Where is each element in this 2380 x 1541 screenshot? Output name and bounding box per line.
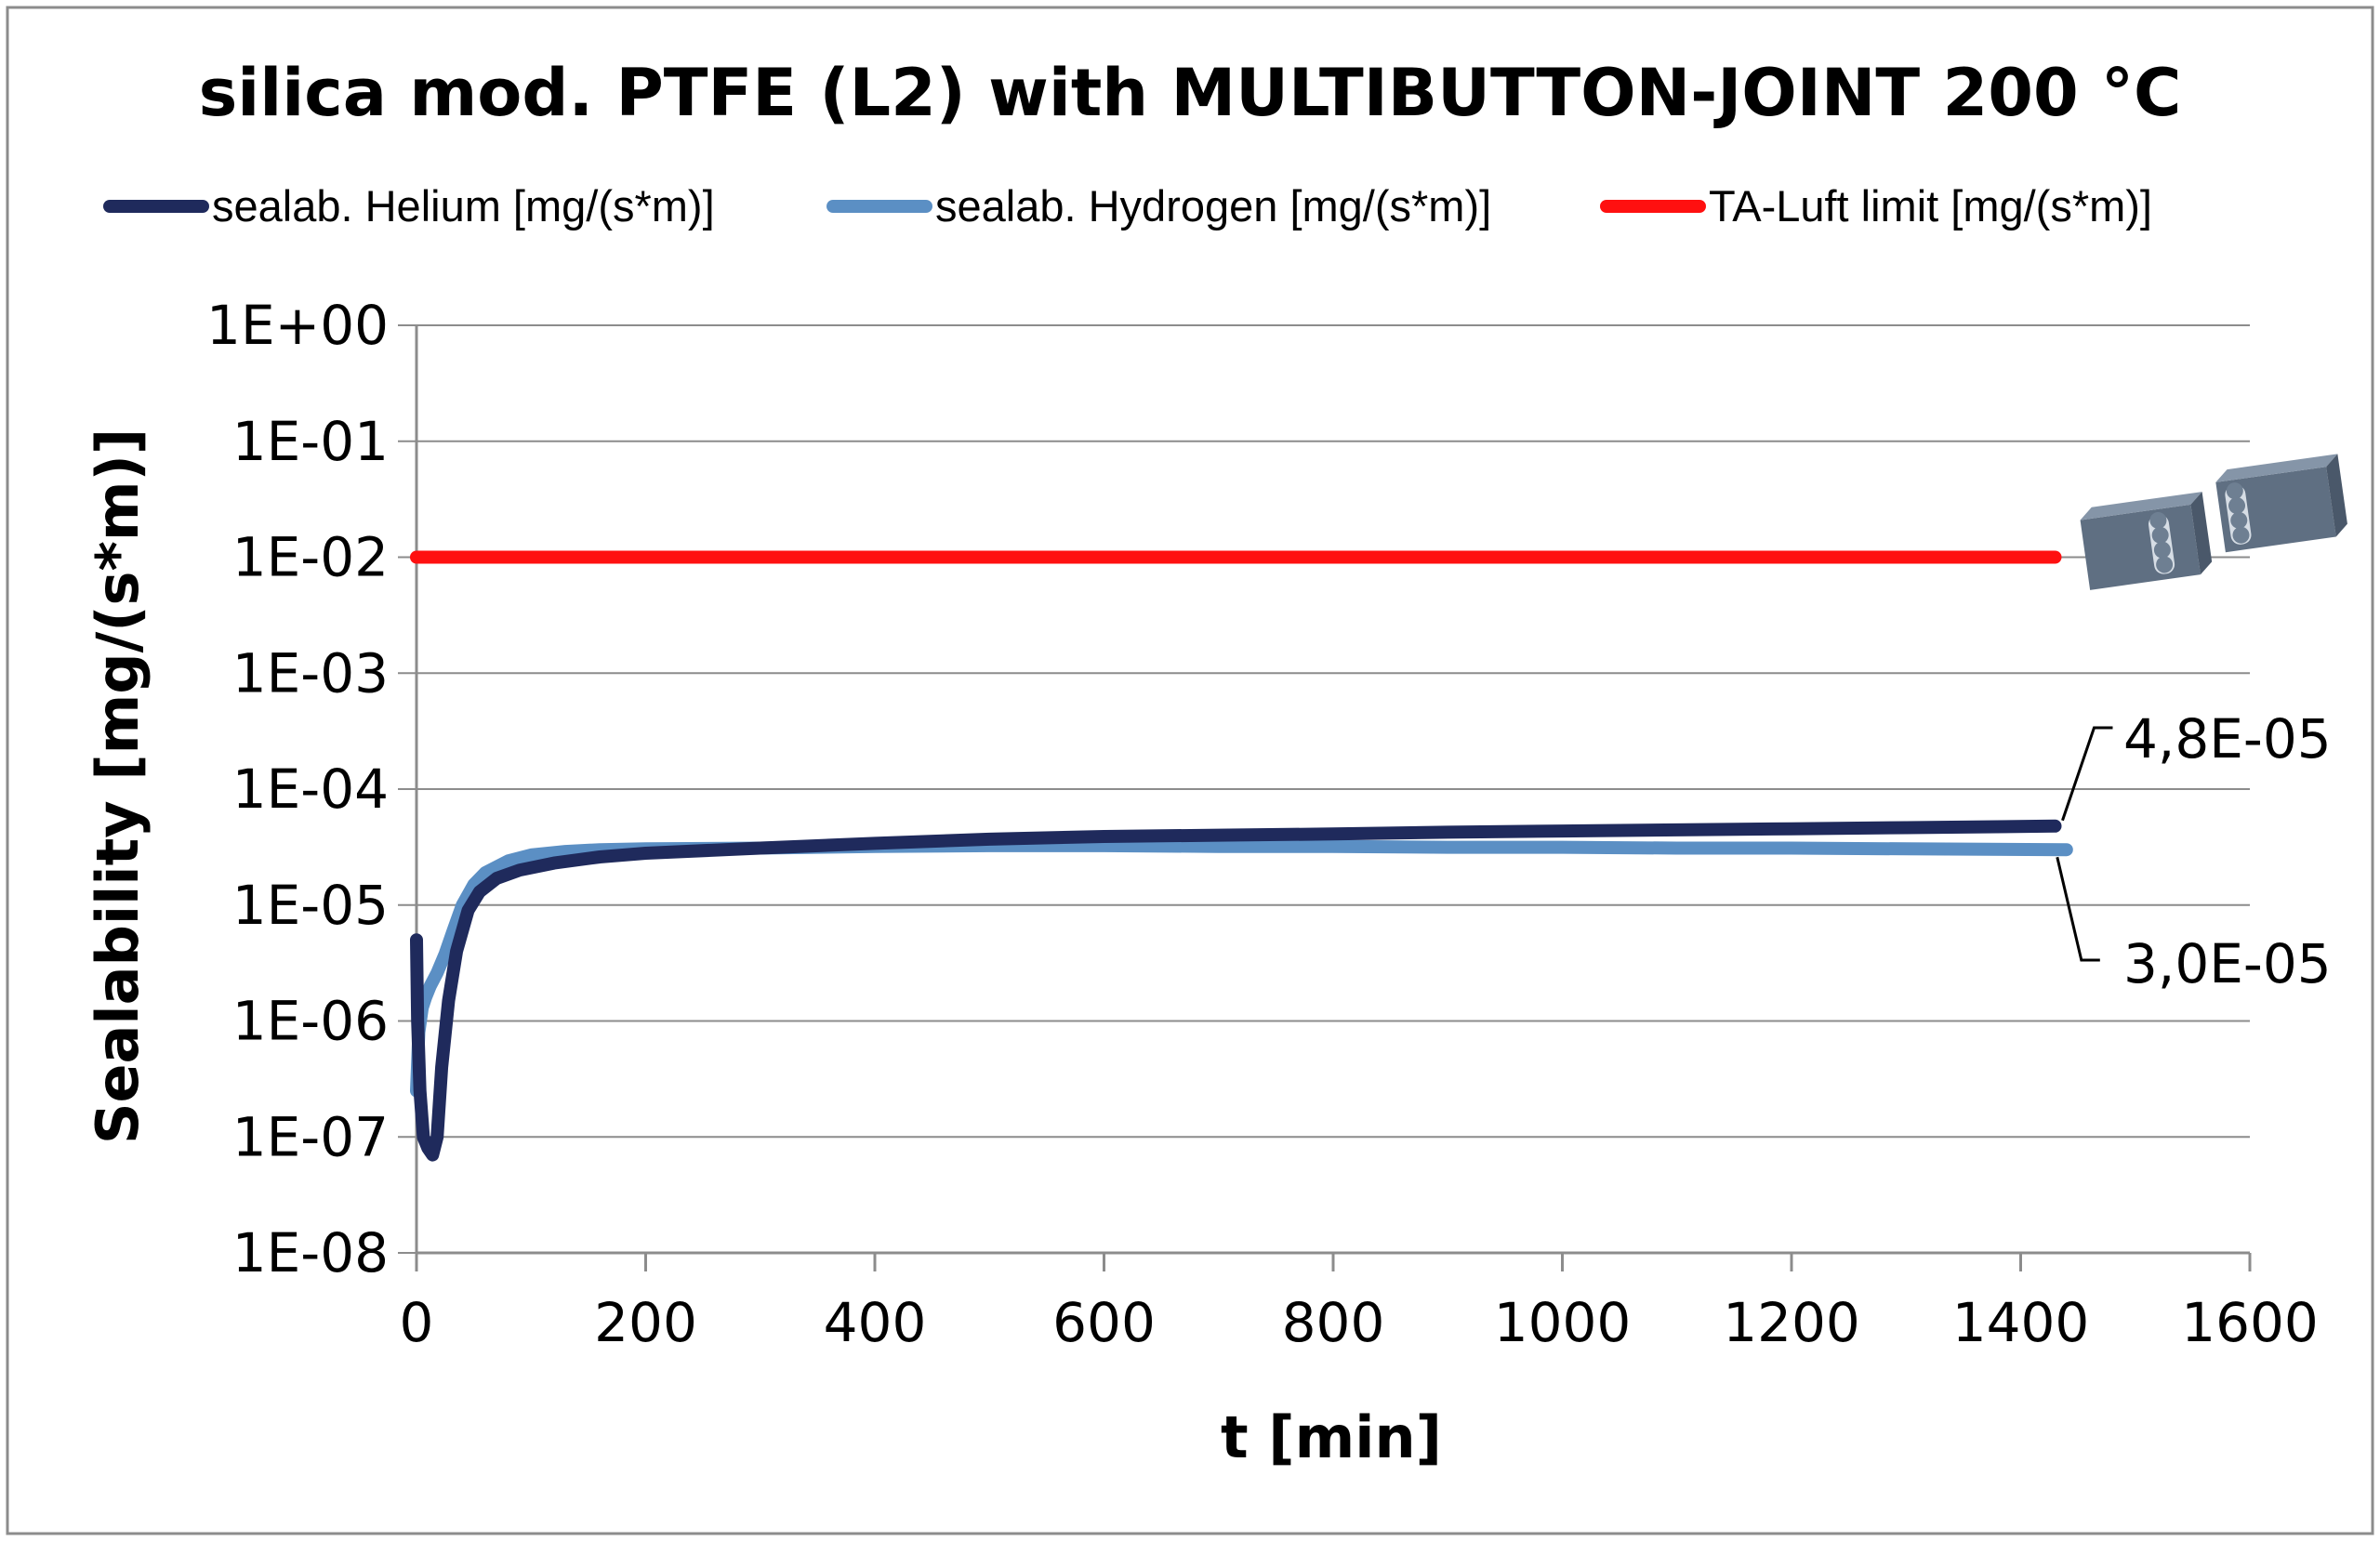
multibutton-joint-icon: [2080, 454, 2347, 590]
chart-title: silica mod. PTFE (L2) with MULTIBUTTON-J…: [199, 55, 2182, 131]
y-tick-label: 1E-08: [232, 1221, 389, 1284]
x-tick-label: 800: [1282, 1291, 1385, 1354]
x-tick-labels: 0 200 400 600 800 1000 1200 1400 1600: [400, 1291, 2319, 1354]
x-tick-label: 1600: [2181, 1291, 2319, 1354]
y-tick-label: 1E-01: [232, 410, 389, 473]
series-group: [410, 550, 2073, 1162]
x-tick-label: 600: [1052, 1291, 1156, 1354]
legend-label: sealab. Helium [mg/(s*m)]: [212, 181, 715, 230]
y-tick-label: 1E-02: [232, 526, 389, 589]
x-tick-label: 1400: [1952, 1291, 2090, 1354]
annotation-label: 3,0E-05: [2123, 932, 2332, 995]
x-tick-label: 400: [824, 1291, 927, 1354]
series-line-1: [410, 838, 2073, 1098]
annotation-leader: [2061, 726, 2113, 822]
y-tick-label: 1E-06: [232, 990, 389, 1053]
x-tick-label: 1000: [1494, 1291, 1632, 1354]
x-tick-label: 200: [594, 1291, 697, 1354]
annotation-leader: [2056, 856, 2100, 962]
x-tick-label: 1200: [1723, 1291, 1860, 1354]
annotations: 4,8E-05 3,0E-05: [2056, 707, 2332, 995]
y-axis-title: Sealability [mg/(s*m)]: [84, 428, 152, 1144]
y-tick-label: 1E-07: [232, 1105, 389, 1168]
y-tick-label: 1E-03: [232, 641, 389, 705]
y-tick-label: 1E-05: [232, 874, 389, 937]
y-tick-labels: 1E+00 1E-01 1E-02 1E-03 1E-04 1E-05 1E-06 1E-07…: [206, 294, 389, 1284]
annotation-label: 4,8E-05: [2123, 707, 2332, 770]
y-tick-label: 1E+00: [206, 294, 389, 357]
legend: sealab. Helium [mg/(s*m)] sealab. Hydroge…: [103, 181, 2152, 230]
legend-label: sealab. Hydrogen [mg/(s*m)]: [935, 181, 1491, 230]
y-tick-label: 1E-04: [232, 757, 389, 821]
x-axis-title: t [min]: [1221, 1403, 1442, 1471]
legend-label: TA-Luft limit [mg/(s*m)]: [1709, 181, 2152, 230]
series-line-0: [410, 819, 2062, 1162]
chart-frame: [6, 6, 2374, 1535]
x-tick-label: 0: [400, 1291, 434, 1354]
